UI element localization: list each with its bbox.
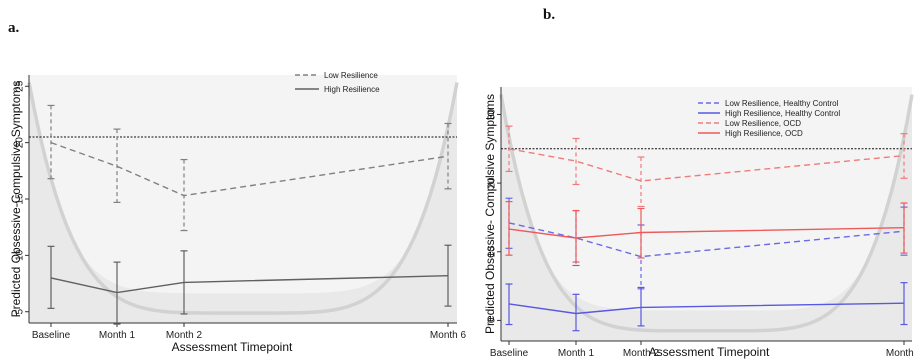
y-axis-title: Predicted Obsessive- Compulsive Symptoms [483,94,497,334]
x-tick-label: Baseline [32,330,71,341]
legend-label: Low Resilience [324,71,378,80]
x-axis-title: Assessment Timepoint [649,345,770,359]
x-tick-label: Month 1 [99,330,136,341]
legend-label: Low Resilience, Healthy Control [725,99,839,108]
x-tick-label: Month 6 [430,330,467,341]
panel-a-label: a. [8,20,20,36]
series-line [50,275,449,294]
x-tick-label: Month 2 [623,348,660,359]
legend-label: High Resilience [324,85,380,94]
density-curve [499,94,914,333]
x-tick-label: Month 2 [166,330,203,341]
x-tick-label: Month 6 [886,348,914,359]
y-tick-label: 10 [487,246,498,258]
legend-label: High Resilience, Healthy Control [725,109,840,118]
chart-panel-b: 0 10 20 30 Baseline Month 1 Month 2 Month 6 Asse… [483,87,914,359]
y-tick-label: 30 [487,108,498,120]
x-axis-title: Assessment Timepoint [172,340,293,354]
legend: Low Resilience High Resilience [295,71,380,94]
legend-label: High Resilience, OCD [725,129,803,138]
density-fill [501,94,912,341]
y-tick-label: 15 [15,193,26,205]
background-density-b [499,87,914,341]
y-tick-label: 0 [487,317,498,323]
x-tick-label: Month 1 [558,348,595,359]
x-tick-label: Baseline [490,348,529,359]
series-line [508,227,905,239]
chart-panel-a: 5 10 15 20 25 Baseline Month 1 Month 2 Month 6 As… [9,71,467,354]
y-tick-label: 20 [487,177,498,189]
panel-b-label: b. [543,7,556,23]
series-line [508,222,905,258]
background-density-a [27,75,459,324]
series-line [508,148,905,182]
y-tick-label: 20 [15,137,26,149]
series-line [508,302,905,315]
y-tick-label: 5 [15,309,26,315]
y-tick-label: 25 [15,80,26,92]
y-axis-title: Predicted Obsessive-Compulsive Symptoms [9,81,23,318]
y-tick-label: 10 [15,249,26,261]
density-curve [27,82,459,315]
series-line [50,141,449,197]
density-fill [29,82,457,324]
legend-label: Low Resilience, OCD [725,119,801,128]
